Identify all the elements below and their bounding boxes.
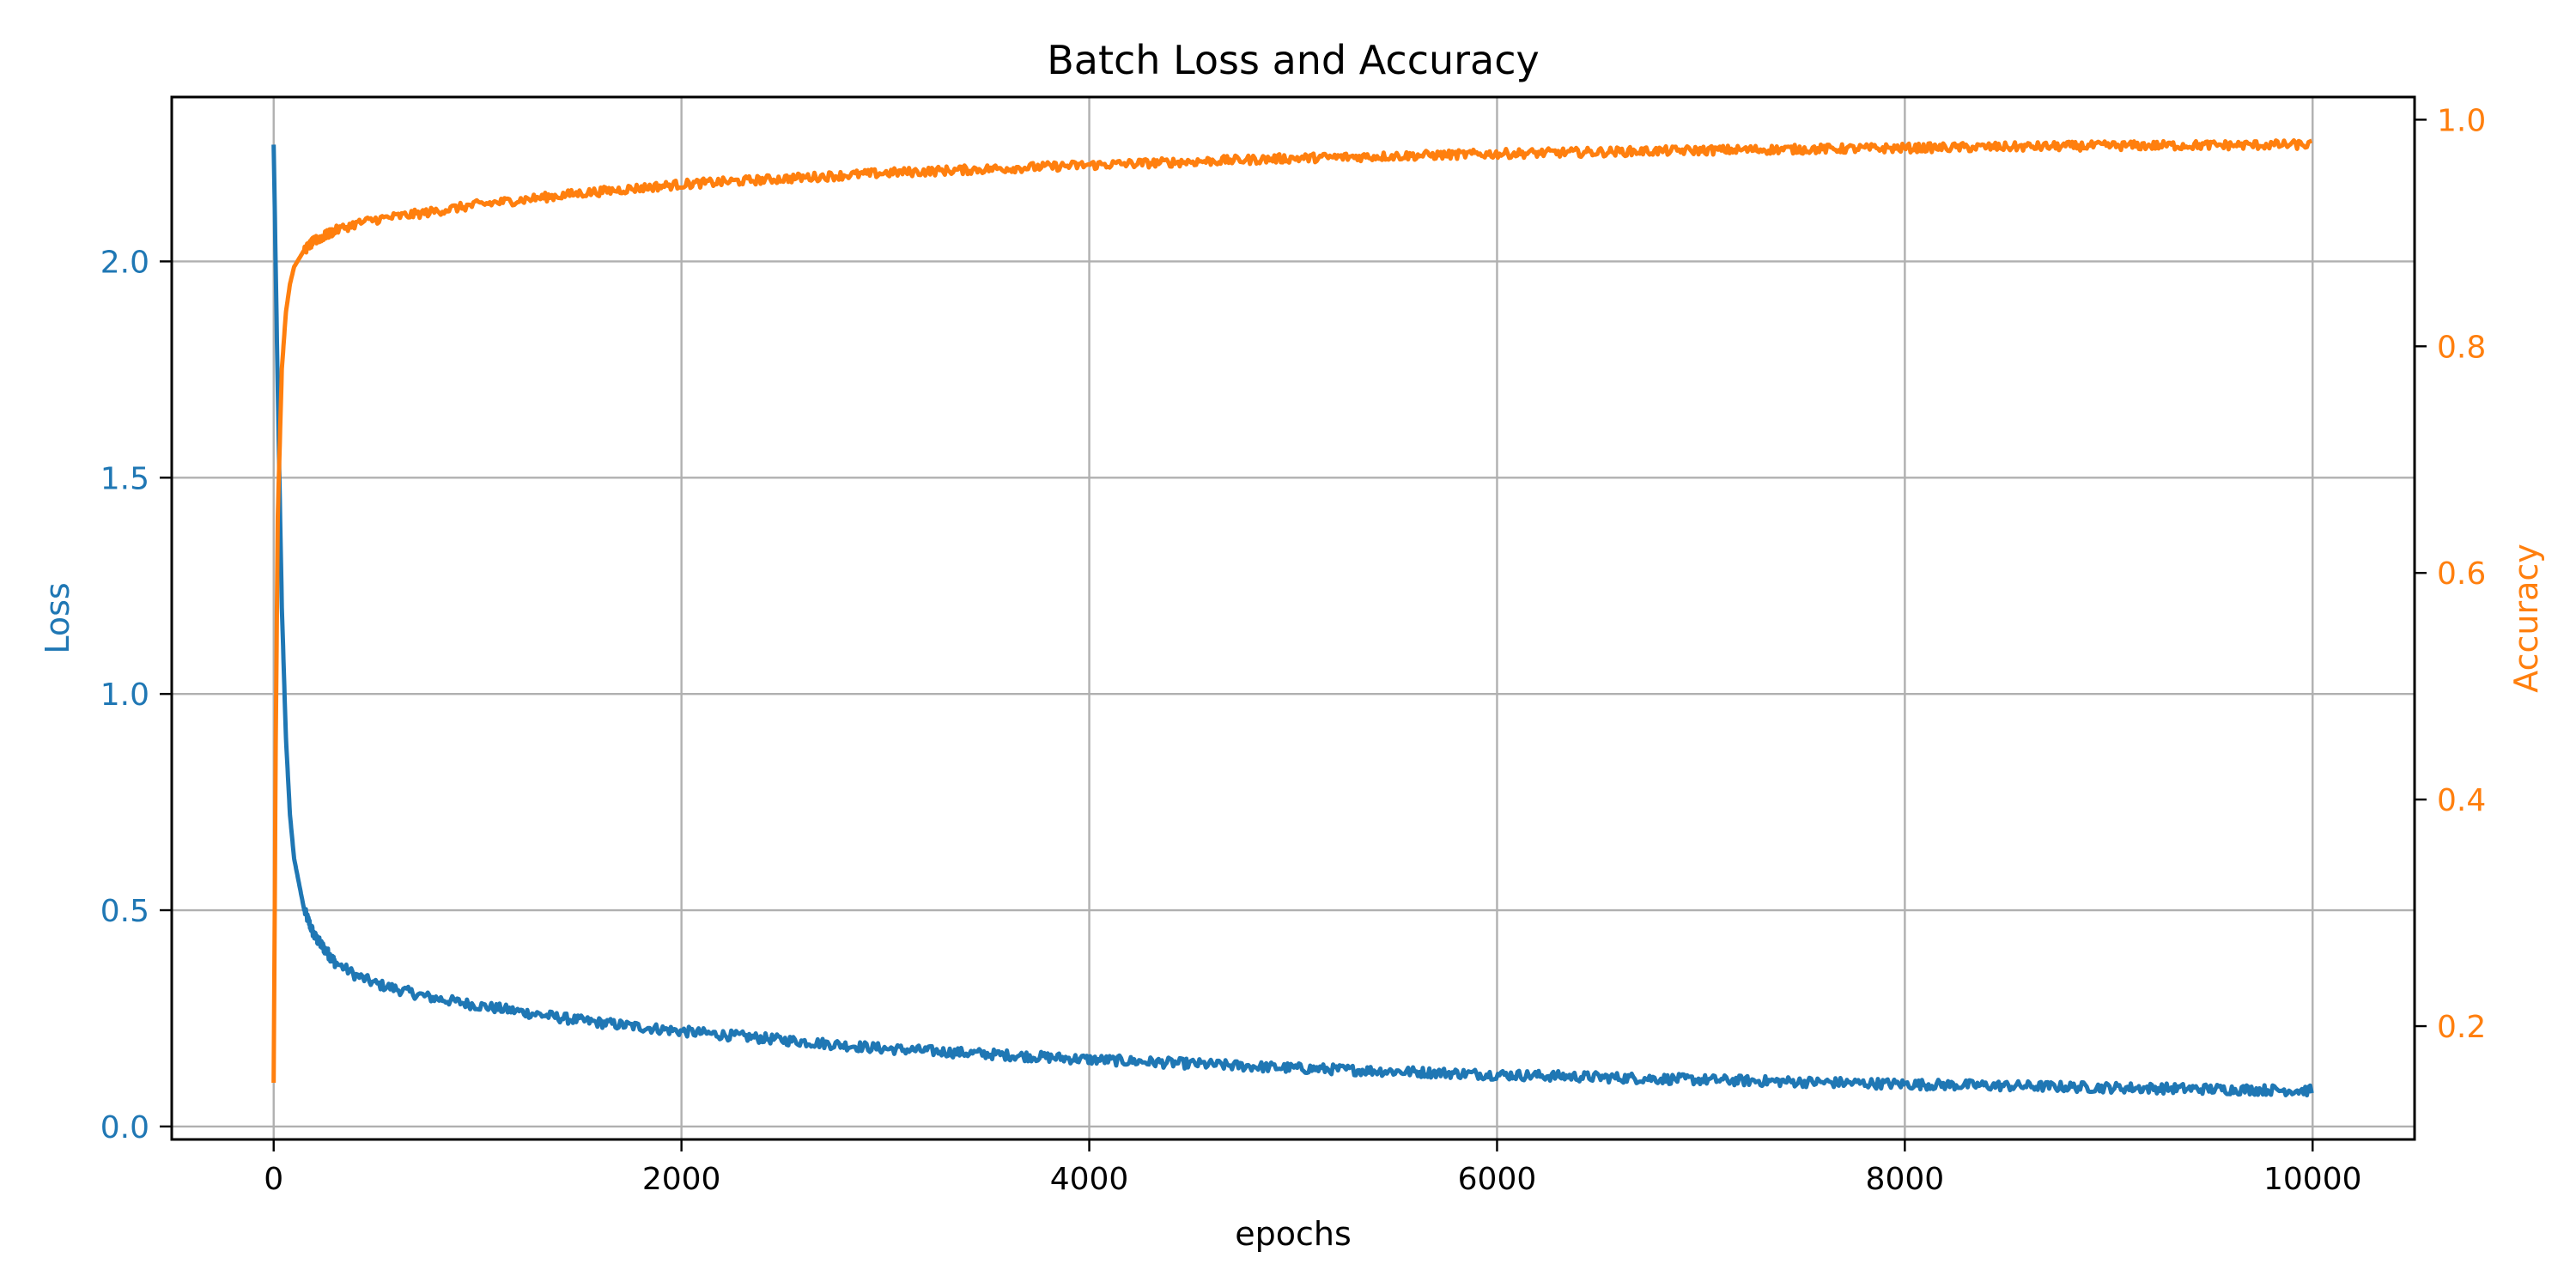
right-y-tick-label: 0.8 [2437, 330, 2486, 365]
x-tick-label: 2000 [642, 1162, 721, 1197]
left-y-tick-label: 0.5 [100, 894, 149, 929]
x-tick-label: 0 [264, 1162, 283, 1197]
series-layer [271, 138, 2314, 1097]
x-tick-label: 8000 [1866, 1162, 1945, 1197]
right-y-tick-label: 0.4 [2437, 783, 2486, 818]
x-tick-label: 4000 [1050, 1162, 1129, 1197]
right-y-tick-label: 0.6 [2437, 556, 2486, 592]
plot-frame [170, 95, 2416, 1141]
left-y-tick-label: 1.5 [100, 461, 149, 496]
right-y-axis-title: Accuracy [2507, 544, 2545, 693]
left-y-axis-title: Loss [39, 582, 76, 653]
left-y-tick-label: 1.0 [100, 677, 149, 713]
left-y-tick-label: 0.0 [100, 1110, 149, 1145]
grid-layer [172, 97, 2415, 1139]
left-y-tick-label: 2.0 [100, 245, 149, 280]
accuracy-series-line [271, 138, 2313, 1084]
loss-series-line [271, 144, 2314, 1097]
x-axis-title: epochs [1235, 1215, 1352, 1253]
right-y-tick-label: 1.0 [2437, 103, 2486, 138]
chart-title: Batch Loss and Accuracy [1047, 37, 1540, 83]
x-tick-label: 6000 [1458, 1162, 1537, 1197]
x-tick-label: 10000 [2263, 1162, 2362, 1197]
right-y-tick-label: 0.2 [2437, 1010, 2486, 1045]
axes-layer: 0 2000 4000 6000 8000 10000 0.0 0.5 1.0 1.5 2.0 0.2… [100, 103, 2487, 1197]
